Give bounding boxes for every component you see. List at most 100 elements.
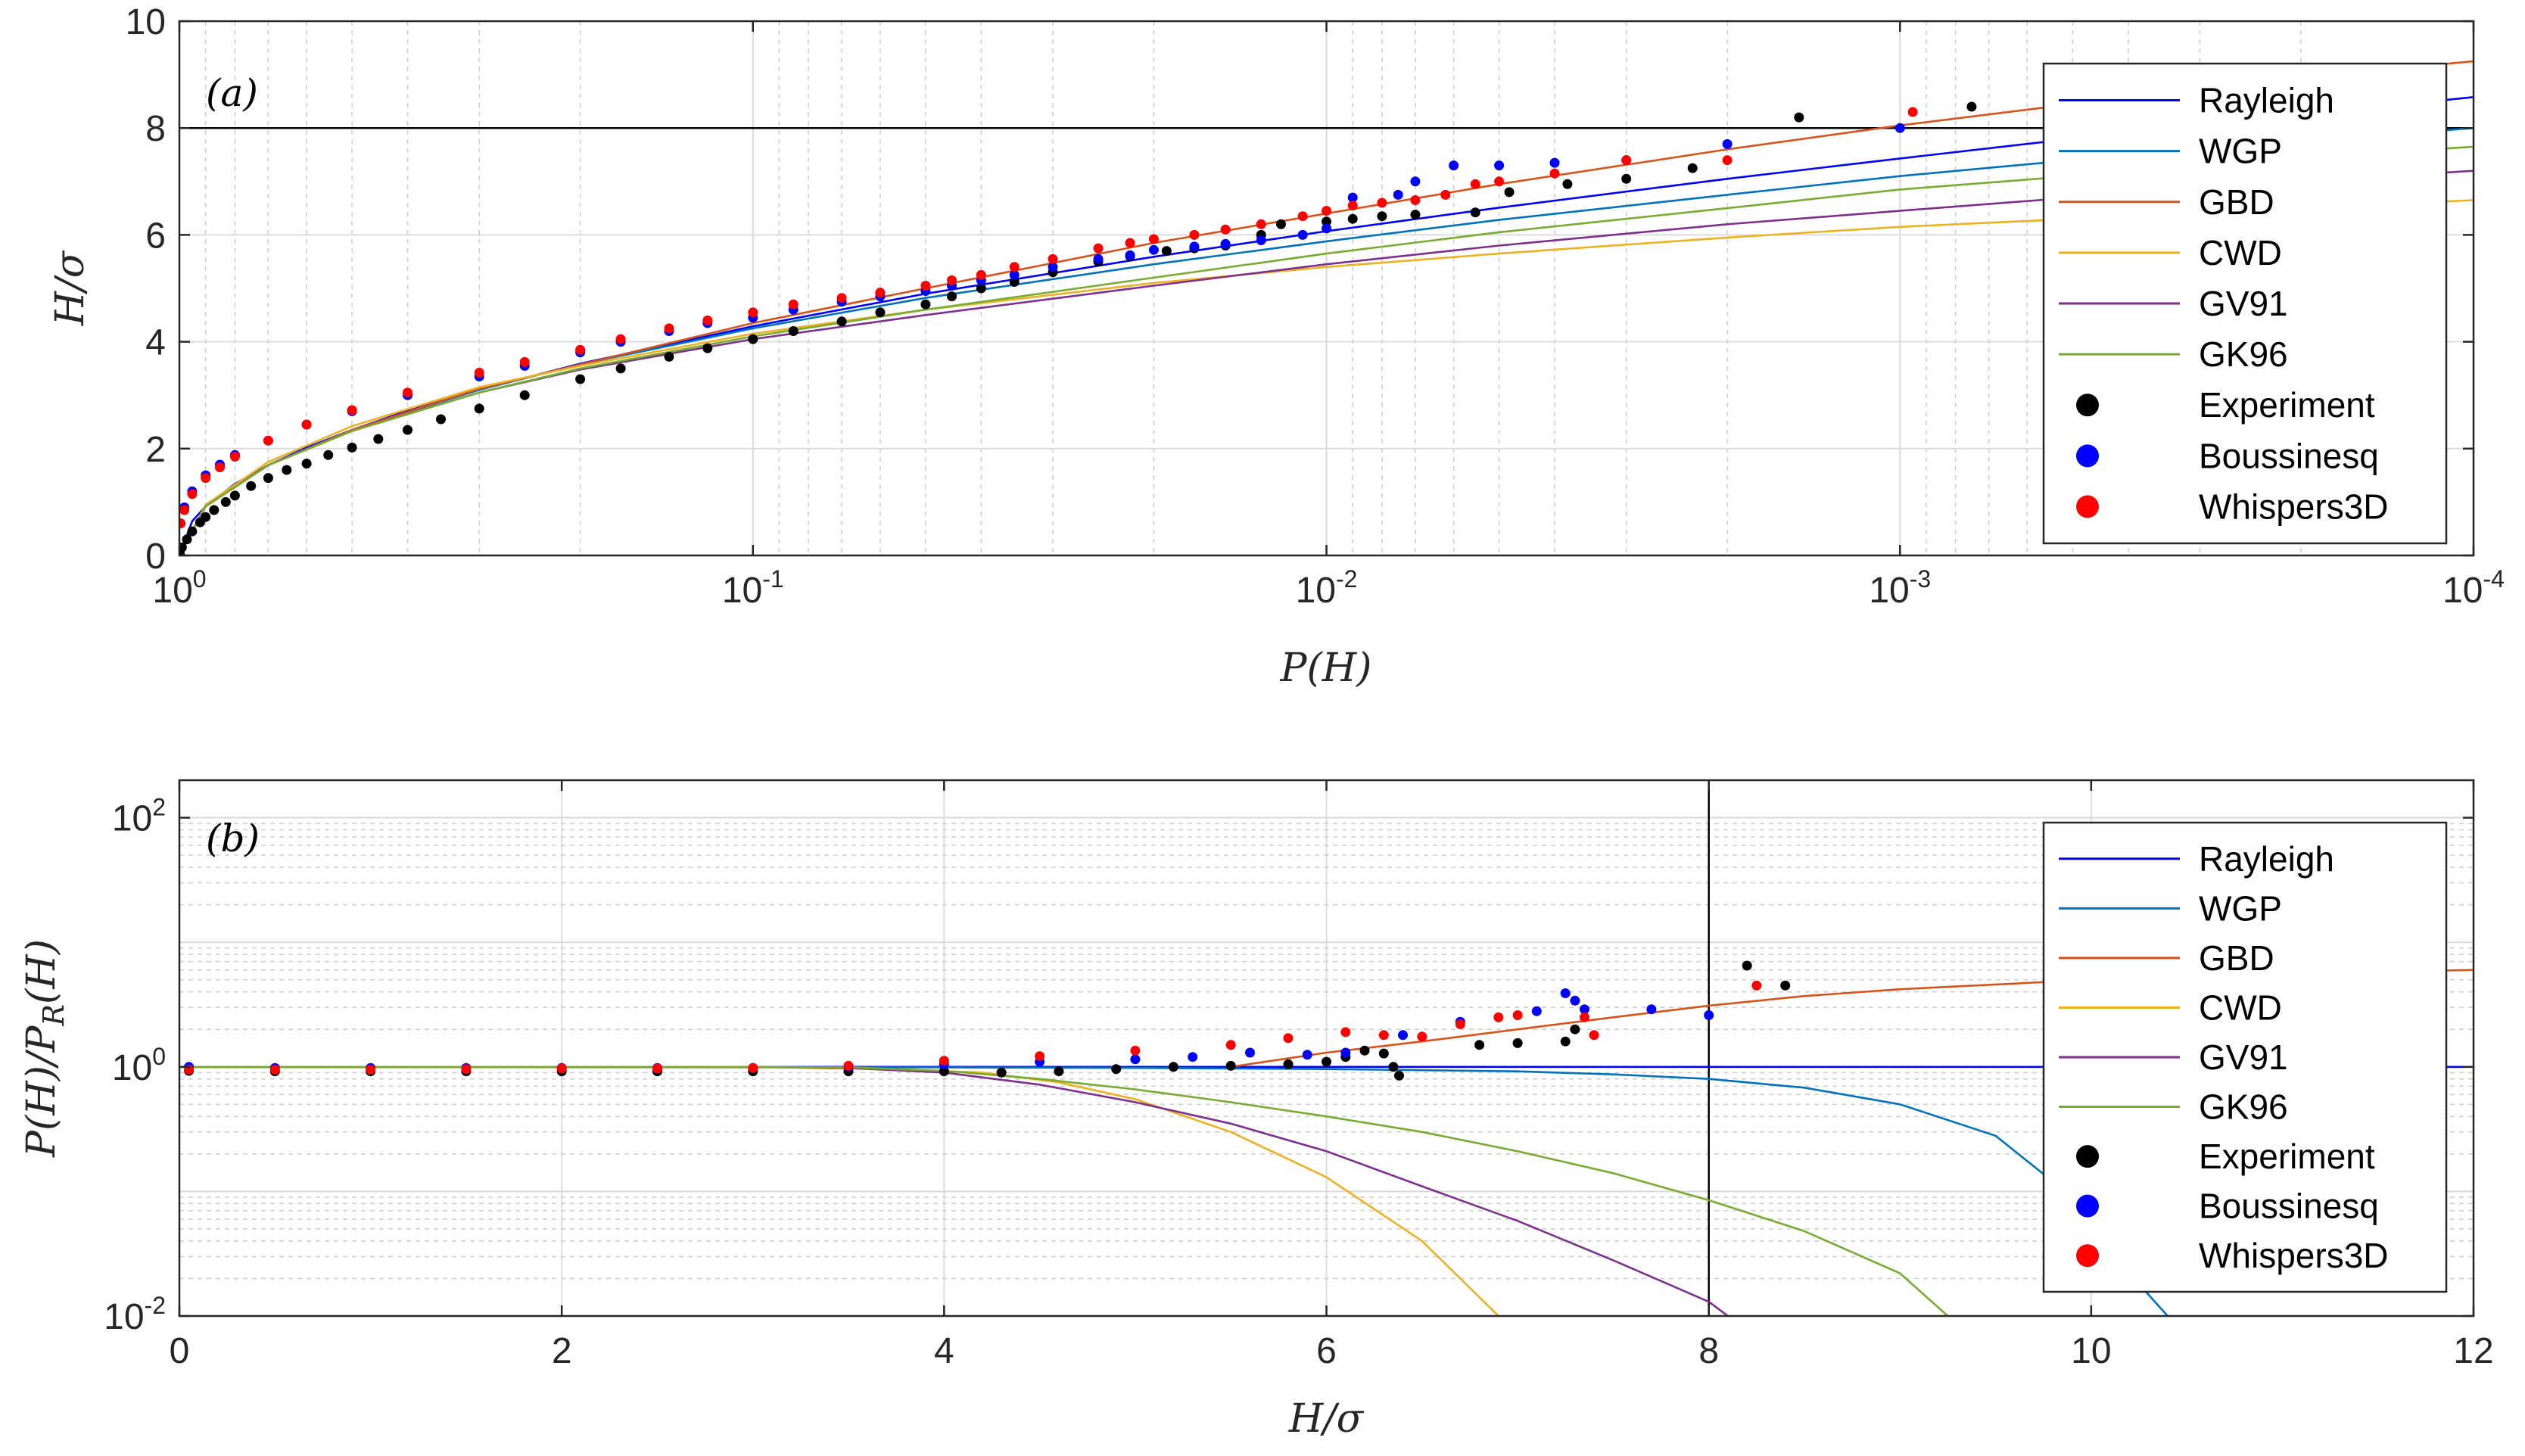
legend-label: Boussinesq [2199,1187,2379,1226]
data-point-experiment [1621,173,1632,184]
data-point-whispers3d [1009,262,1020,272]
x-tick-label: 0 [170,1331,190,1371]
data-point-whispers3d [474,368,484,378]
x-tick-label: 6 [1316,1331,1337,1371]
legend-label: Rayleigh [2199,839,2334,879]
legend-label: CWD [2199,988,2282,1027]
data-point-experiment [403,425,413,435]
data-point-experiment [1359,1045,1370,1056]
x-tick-label: 8 [1698,1331,1719,1371]
data-point-experiment [436,414,446,425]
data-point-experiment [1009,277,1020,287]
legend-marker [2076,444,2099,468]
data-point-whispers3d [575,344,586,355]
data-point-experiment [1168,1062,1178,1072]
data-point-boussinesq [1398,1030,1408,1041]
legend-marker [2076,495,2099,518]
x-tick-label: 10-1 [722,565,784,611]
series-line-cwd [179,199,2474,555]
data-point-experiment [1966,101,1977,112]
data-point-experiment [1322,1056,1331,1067]
data-point-experiment [939,1066,949,1077]
data-point-whispers3d [1907,107,1918,117]
data-point-experiment [1377,211,1387,222]
legend-item-cwd: CWD [2059,233,2282,272]
data-point-whispers3d [1455,1019,1465,1029]
data-point-whispers3d [229,451,240,462]
data-point-whispers3d [1493,1012,1504,1022]
data-point-whispers3d [1549,168,1560,179]
data-point-boussinesq [1322,223,1331,234]
data-point-whispers3d [1297,211,1308,222]
legend-label: GBD [2199,938,2274,978]
data-point-whispers3d [1148,234,1159,244]
data-point-experiment [1474,1040,1485,1050]
data-point-whispers3d [201,473,211,484]
legend-label: Whispers3D [2199,487,2389,526]
data-point-experiment [182,534,192,545]
data-point-boussinesq [1549,157,1560,168]
data-point-experiment [282,465,292,475]
legend-item-gv91: GV91 [2059,284,2288,323]
legend-item-gv91: GV91 [2059,1038,2288,1077]
legend-item-gk96: GK96 [2059,334,2288,374]
y-tick-label: 4 [145,323,166,363]
legend-marker [2076,1194,2099,1218]
legend-label: GV91 [2199,1038,2288,1077]
data-point-experiment [1054,1066,1064,1077]
data-point-boussinesq [1048,262,1058,272]
legend-label: GK96 [2199,1087,2288,1127]
legend-label: Boussinesq [2199,436,2379,475]
data-point-whispers3d [1347,201,1358,211]
y-tick-label: 10 [126,2,166,42]
data-point-experiment [996,1067,1007,1078]
data-point-boussinesq [1130,1054,1141,1065]
data-point-whispers3d [1417,1031,1428,1042]
data-point-experiment [1394,1070,1404,1081]
data-point-whispers3d [1093,243,1104,254]
data-point-whispers3d [1283,1033,1294,1044]
data-point-boussinesq [1189,241,1200,252]
legend-item-gbd: GBD [2059,938,2274,978]
series-points-whispers3d [179,107,1918,529]
data-point-whispers3d [1410,195,1421,205]
data-point-whispers3d [1220,224,1231,235]
data-point-whispers3d [652,1063,662,1074]
y-tick-label: 10-2 [104,1292,166,1337]
data-point-whispers3d [976,269,986,280]
data-point-boussinesq [1256,235,1266,245]
data-point-whispers3d [263,435,273,446]
data-point-whispers3d [1589,1030,1599,1041]
legend-item-boussinesq: Boussinesq [2076,436,2379,475]
y-axis-label-b: P(H)/PR(H) [19,939,70,1158]
legend-item-whispers3d: Whispers3D [2076,487,2389,526]
y-tick-label: 8 [145,109,166,149]
data-point-boussinesq [1531,1006,1542,1016]
data-point-experiment [1512,1038,1523,1048]
data-point-whispers3d [1722,155,1733,166]
data-point-boussinesq [1646,1004,1657,1015]
data-point-boussinesq [1393,189,1403,200]
data-point-whispers3d [269,1064,280,1075]
x-ticks-b: 0 2 4 6 8 10 12 [170,780,2494,1371]
panel-label-a: (a) [206,71,258,115]
series-points-whispers3d [184,980,1762,1075]
y-axis-subscript-b: R [37,1004,70,1027]
y-tick-label: 6 [145,216,166,256]
data-point-whispers3d [702,315,713,325]
data-point-experiment [246,481,257,491]
data-point-experiment [187,526,198,537]
legend-item-rayleigh: Rayleigh [2059,839,2334,879]
data-point-experiment [575,374,586,384]
data-point-boussinesq [1580,1004,1589,1015]
data-point-whispers3d [187,489,198,499]
y-tick-label: 102 [112,794,166,839]
data-point-experiment [947,291,957,302]
data-point-boussinesq [1093,254,1104,264]
data-point-experiment [220,496,231,507]
data-point-boussinesq [1449,160,1459,171]
data-point-experiment [1562,179,1573,189]
data-point-whispers3d [347,405,357,415]
legend-label: WGP [2199,888,2282,928]
data-point-whispers3d [1340,1027,1351,1038]
